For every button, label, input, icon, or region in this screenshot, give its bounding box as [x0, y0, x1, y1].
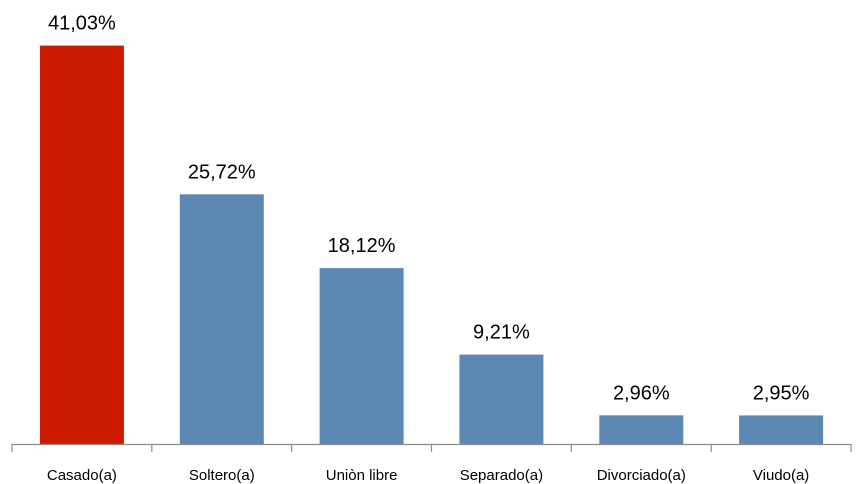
data-label-divorciado-a: 2,96%: [613, 382, 670, 404]
data-label-separado-a: 9,21%: [473, 322, 530, 344]
data-label-union-libre: 18,12%: [328, 235, 396, 257]
bar-soltero-a: [179, 194, 264, 444]
tick-label-union-libre: Uniòn libre: [326, 467, 398, 484]
tick-label-divorciado-a: Divorciado(a): [597, 467, 686, 484]
x-tick-labels: Casado(a) Soltero(a) Uniòn libre Separado(a…: [47, 467, 809, 484]
bars: [39, 45, 824, 444]
data-label-soltero-a: 25,72%: [188, 161, 256, 183]
bar-separado-a: [459, 354, 544, 444]
tick-label-viudo-a: Viudo(a): [753, 467, 809, 484]
data-label-viudo-a: 2,95%: [753, 382, 810, 404]
tick-label-separado-a: Separado(a): [460, 467, 543, 484]
data-label-casado-a: 41,03%: [48, 13, 116, 35]
bar-union-libre: [319, 268, 404, 444]
tick-label-soltero-a: Soltero(a): [189, 467, 255, 484]
x-axis: [11, 443, 852, 452]
bar-divorciado-a: [599, 415, 684, 444]
tick-label-casado-a: Casado(a): [47, 467, 117, 484]
data-labels: 41,03% 25,72% 18,12% 9,21% 2,96% 2,95%: [48, 13, 810, 405]
bar-casado-a: [39, 45, 124, 444]
bar-viudo-a: [739, 415, 824, 444]
